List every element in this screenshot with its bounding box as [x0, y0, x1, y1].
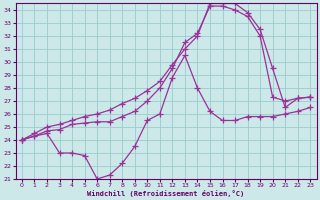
X-axis label: Windchill (Refroidissement éolien,°C): Windchill (Refroidissement éolien,°C): [87, 190, 245, 197]
